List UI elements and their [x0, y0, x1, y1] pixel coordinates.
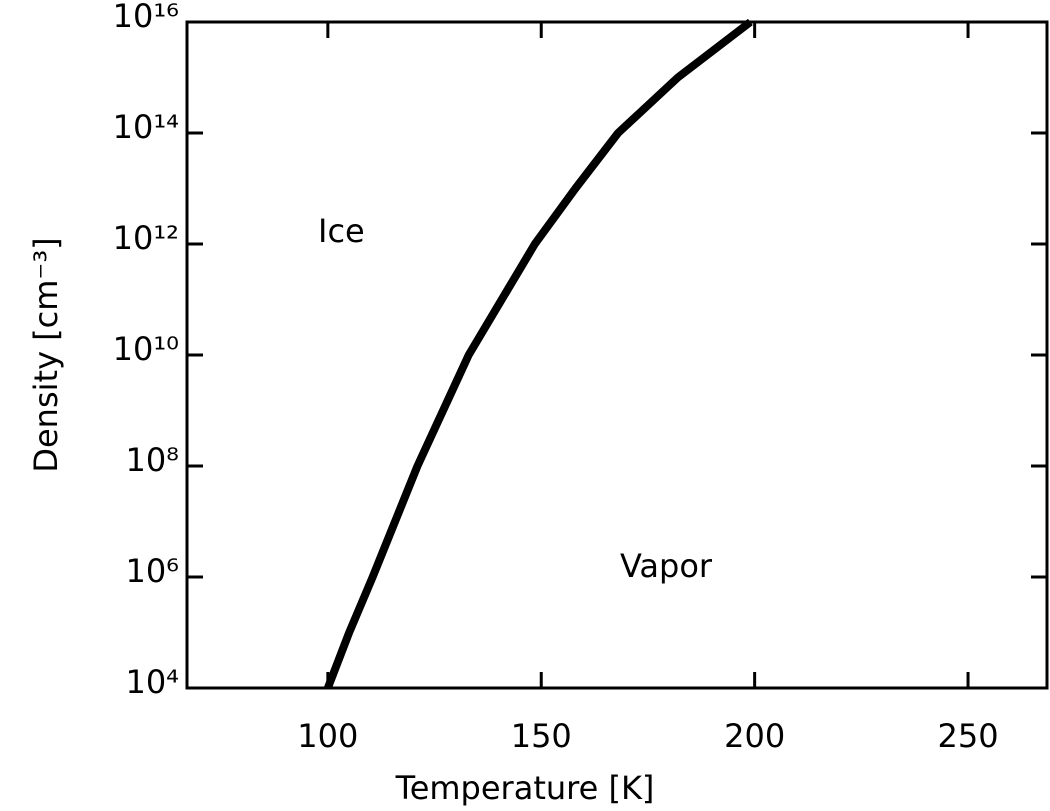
x-tick-label: 150 — [511, 717, 572, 755]
annotation: Vapor — [620, 547, 713, 585]
y-tick-label: 10¹⁰ — [113, 330, 179, 368]
y-tick-label: 10¹⁴ — [113, 108, 179, 146]
x-axis-label: Temperature [K] — [395, 769, 655, 807]
x-tick-label: 100 — [297, 717, 358, 755]
plot-frame — [185, 20, 1049, 690]
y-axis-label: Density [cm⁻³] — [27, 237, 65, 472]
x-tick-label: 200 — [724, 717, 785, 755]
data-line — [324, 18, 753, 690]
y-tick-label: 10¹⁶ — [113, 0, 179, 35]
annotation: Ice — [318, 212, 365, 250]
y-tick-label: 10¹² — [113, 219, 179, 257]
y-tick-label: 10⁶ — [125, 552, 179, 590]
y-tick-label: 10⁴ — [125, 663, 179, 701]
x-tick-label: 250 — [938, 717, 999, 755]
y-tick-label: 10⁸ — [125, 441, 179, 479]
